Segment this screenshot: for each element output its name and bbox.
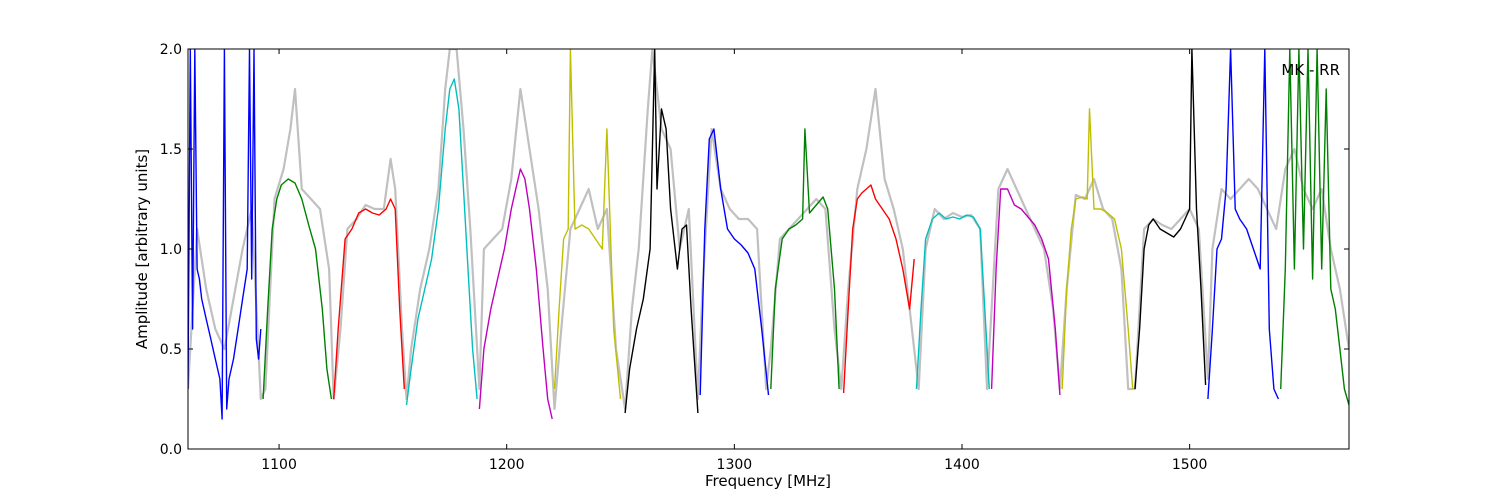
series-line-13 — [1061, 108, 1134, 390]
x-tick-label: 1300 — [717, 457, 753, 473]
x-tick-label: 1200 — [489, 457, 525, 473]
series-line-4 — [405, 78, 478, 406]
series-line-15 — [1207, 49, 1280, 400]
y-ticks: 0.0 0.5 1.0 1.5 2.0 — [160, 42, 1349, 458]
series-line-2 — [262, 178, 333, 400]
background-trace — [188, 49, 1349, 411]
x-tick-label: 1500 — [1172, 457, 1208, 473]
x-tick-label: 1400 — [944, 457, 980, 473]
series-line-6 — [553, 49, 622, 400]
series-line-8 — [699, 128, 770, 396]
series-line-16 — [1280, 49, 1349, 406]
y-axis-label: Amplitude [arbitrary units] — [133, 149, 151, 349]
x-ticks: 1100 1200 1300 1400 1500 — [261, 49, 1207, 473]
series-line-3 — [333, 198, 405, 400]
plot-background — [188, 49, 1349, 449]
series-line-1 — [188, 49, 262, 420]
x-axis-label: Frequency [MHz] — [705, 472, 831, 490]
y-tick-label: 1.0 — [160, 242, 182, 258]
y-tick-label: 0.0 — [160, 442, 182, 458]
y-tick-label: 1.5 — [160, 142, 182, 158]
series-line-7 — [624, 49, 699, 414]
y-tick-label: 2.0 — [160, 42, 182, 58]
y-tick-label: 0.5 — [160, 342, 182, 358]
series-line-14 — [1134, 49, 1207, 390]
series-line-11 — [915, 212, 990, 390]
annotation-label: MK - RR — [1281, 61, 1340, 79]
series-line-5 — [478, 168, 553, 420]
x-tick-label: 1100 — [261, 457, 297, 473]
series-line-10 — [842, 184, 915, 394]
series-line-9 — [770, 128, 840, 390]
traces — [188, 49, 1349, 420]
series-line-12 — [990, 188, 1061, 396]
